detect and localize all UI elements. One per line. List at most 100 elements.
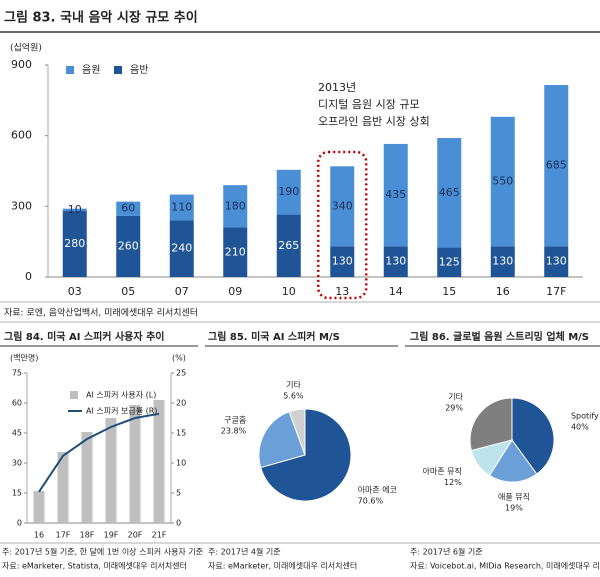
y2-tick-label: 25 [176,369,186,378]
bar-segment [153,400,165,523]
x-tick-label: 19F [104,531,119,540]
legend-label: AI 스피커 사용자 (L) [86,391,156,400]
bar-segment [62,208,87,212]
y-tick-label: 0 [25,270,32,283]
line [38,412,160,493]
source: 자료: eMarketer, Statista, 미래에셋대우 리서치센터 [2,561,187,571]
bar-segment [129,405,141,523]
value-label: 265 [278,239,299,252]
slice-label: 아마존 에코 [358,484,397,494]
bar-segment [105,418,117,523]
slice-label: 아마존 뮤직 [422,466,461,476]
x-tick-label: 14 [389,285,403,298]
y2-tick-label: 15 [176,429,186,438]
x-tick-label: 18F [80,531,95,540]
y-tick-label: 900 [11,58,32,71]
bar-segment [330,246,355,277]
bar-segment [169,220,194,277]
annotation: 오프라인 음반 시장 상회 [318,115,430,128]
y2-tick-label: 20 [176,399,186,408]
pie-slice [258,411,306,469]
bar-segment [62,211,87,277]
y-tick-label: 30 [12,459,22,468]
legend-label: AI 스피커 보급률 (R) [86,407,157,416]
legend-swatch [66,66,74,74]
y-tick-label: 45 [12,429,22,438]
value-label: 23.8% [221,427,247,436]
x-tick-label: 20F [128,531,143,540]
annotation: 2013년 [318,81,356,94]
value-label: 210 [225,245,246,258]
y-tick-label: 600 [11,129,32,142]
value-label: 435 [385,188,406,201]
value-label: 465 [439,186,460,199]
pie-slice [469,397,513,452]
x-tick-label: 03 [68,285,82,298]
bar-segment [276,214,301,277]
chart-title: 그림 86. 글로벌 음원 스트리밍 업체 M/S [410,330,589,343]
legend-swatch [70,391,78,399]
y-tick-label: 60 [12,399,22,408]
bar-segment [81,432,93,523]
pie-slice [511,397,555,475]
bar-segment [57,452,69,523]
slice-label: 기타 [448,392,463,401]
source: 자료: 로엔, 음악산업백서, 미래에셋대우 리서치센터 [4,307,198,319]
value-label: 40% [571,422,589,431]
value-label: 29% [445,403,463,412]
value-label: 60 [121,202,135,215]
note: 주: 2017년 5월 기준, 한 달에 1번 이상 스피커 사용자 기준 [2,547,203,557]
x-tick-label: 21F [152,531,167,540]
value-label: 550 [492,175,513,188]
value-label: 190 [278,185,299,198]
x-tick-label: 05 [121,285,135,298]
slice-label: Spotify [571,411,599,420]
pie-slice [488,439,538,483]
bar-segment [437,247,462,277]
y-axis-label: (십억원) [10,42,42,54]
legend-swatch [114,66,122,74]
bar-segment [383,246,408,277]
chart-title: 그림 84. 미국 AI 스피커 사용자 추이 [4,330,164,343]
x-tick-label: 16 [34,531,44,540]
legend-label: 음원 [82,64,100,76]
value-label: 125 [439,255,460,268]
y2-axis-label: (%) [172,354,186,363]
value-label: 130 [546,255,567,268]
value-label: 340 [332,199,353,212]
x-tick-label: 13 [335,285,349,298]
bar-segment [223,227,248,277]
x-tick-label: 09 [228,285,242,298]
y2-tick-label: 10 [176,459,186,468]
legend-label: 음반 [130,64,148,76]
value-label: 180 [225,199,246,212]
value-label: 685 [546,159,567,172]
slice-label: 애플 뮤직 [498,491,530,501]
y-tick-label: 75 [12,369,22,378]
y-tick-label: 0 [17,519,22,528]
value-label: 12% [444,478,462,487]
y2-tick-label: 5 [176,489,181,498]
value-label: 260 [118,239,139,252]
value-label: 130 [332,255,353,268]
pie-slice [288,408,306,456]
y-tick-label: 300 [11,199,32,212]
bar-segment [169,194,194,221]
bar-segment [490,116,515,247]
slice-label: 기타 [286,381,301,390]
bar-segment [383,143,408,247]
value-label: 70.6% [358,496,384,505]
bar-segment [330,166,355,247]
note: 주: 2017년 6월 기준 [410,547,483,557]
bar-segment [33,491,45,523]
y-axis-label: (백만명) [10,353,38,363]
value-label: 280 [64,237,85,250]
chart-title: 그림 83. 국내 음악 시장 규모 추이 [4,10,198,26]
bar-segment [223,185,248,228]
source: 자료: Voicebot.ai, MIDia Research, 미래에셋대우 … [410,561,600,571]
source: 자료: eMarketer, 미래에셋대우 리서치센터 [208,561,357,571]
x-tick-label: 17F [546,285,566,298]
value-label: 130 [385,255,406,268]
y-tick-label: 15 [12,489,22,498]
bar-segment [544,246,569,277]
